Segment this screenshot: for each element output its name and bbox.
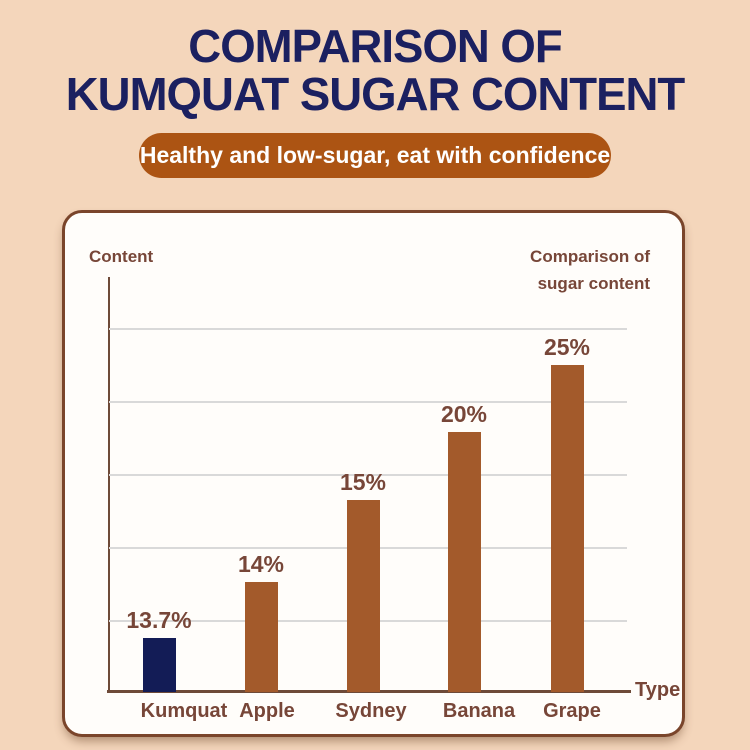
gridline (109, 474, 627, 476)
legend-line-1: Comparison of (530, 247, 650, 266)
value-label-apple: 14% (237, 551, 285, 577)
value-label-sydney: 15% (339, 469, 387, 495)
category-label-apple: Apple (239, 700, 295, 722)
value-label-banana: 20% (440, 401, 488, 427)
value-label-kumquat: 13.7% (126, 607, 192, 633)
bar-apple (244, 582, 278, 692)
chart-card: Content Comparison of sugar content Type… (62, 210, 685, 737)
category-label-grape: Grape (543, 700, 601, 722)
gridline (109, 401, 627, 403)
value-label-grape: 25% (543, 334, 591, 360)
bar-kumquat (142, 638, 176, 692)
chart-legend: Comparison of sugar content (530, 243, 650, 297)
bar-sydney (346, 500, 380, 692)
title-line-1: COMPARISON OF (188, 20, 562, 72)
bar-grape (550, 365, 584, 692)
y-axis-line (108, 277, 110, 692)
category-label-kumquat: Kumquat (140, 700, 228, 722)
category-label-sydney: Sydney (335, 700, 407, 722)
bar-banana (447, 432, 481, 692)
category-label-banana: Banana (442, 700, 516, 722)
y-axis-title: Content (89, 247, 154, 266)
gridline (109, 328, 627, 330)
x-axis-title: Type (635, 679, 681, 701)
page-title: COMPARISON OF KUMQUAT SUGAR CONTENT (4, 22, 747, 118)
legend-line-2: sugar content (537, 274, 650, 293)
subtitle-badge: Healthy and low-sugar, eat with confiden… (139, 133, 611, 178)
title-line-2: KUMQUAT SUGAR CONTENT (65, 68, 685, 120)
